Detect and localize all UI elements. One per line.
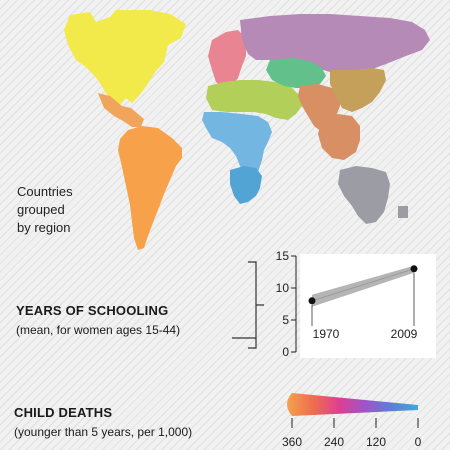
map-note-line-2: grouped bbox=[17, 202, 65, 217]
child-deaths-tick-label: 0 bbox=[415, 435, 422, 449]
middle-east-north-africa-region bbox=[206, 80, 302, 120]
schooling-trend-band bbox=[312, 265, 414, 307]
child-deaths-tick-label: 360 bbox=[282, 435, 302, 449]
schooling-y-tick-label: 10 bbox=[276, 281, 290, 295]
schooling-x-label-2009: 2009 bbox=[391, 327, 418, 341]
sub-saharan-africa-region bbox=[202, 112, 272, 180]
schooling-y-tick-label: 15 bbox=[276, 249, 290, 263]
central-asia-region bbox=[266, 58, 326, 88]
schooling-trend-line bbox=[311, 268, 415, 302]
east-asia-region bbox=[330, 68, 386, 112]
schooling-title: YEARS OF SCHOOLING bbox=[16, 303, 169, 318]
child-deaths-gradient-wedge bbox=[287, 393, 418, 416]
map-note-line-1: Countries bbox=[17, 184, 73, 199]
schooling-brace bbox=[232, 261, 264, 349]
child-deaths-tick-label: 120 bbox=[366, 435, 386, 449]
child-deaths-title: CHILD DEATHS bbox=[14, 405, 113, 420]
child-deaths-tick-label: 240 bbox=[324, 435, 344, 449]
oceania-region bbox=[338, 166, 408, 224]
north-america-region bbox=[64, 10, 186, 104]
schooling-point-1970 bbox=[308, 297, 316, 305]
schooling-x-label-1970: 1970 bbox=[313, 327, 340, 341]
map-note-line-3: by region bbox=[17, 220, 71, 235]
southern-africa-region bbox=[230, 166, 262, 204]
schooling-y-tick-label: 0 bbox=[282, 345, 289, 359]
schooling-point-2009 bbox=[410, 265, 418, 273]
europe-region bbox=[208, 30, 246, 88]
central-america-region bbox=[98, 93, 144, 127]
child-deaths-subtitle: (younger than 5 years, per 1,000) bbox=[14, 425, 193, 439]
world-map bbox=[64, 10, 430, 250]
south-america-region bbox=[118, 126, 182, 250]
southeast-asia-region bbox=[318, 114, 360, 160]
schooling-subtitle: (mean, for women ages 15-44) bbox=[16, 323, 181, 337]
map-region-note: Countries grouped by region bbox=[17, 183, 127, 237]
schooling-y-tick-label: 5 bbox=[282, 313, 289, 327]
